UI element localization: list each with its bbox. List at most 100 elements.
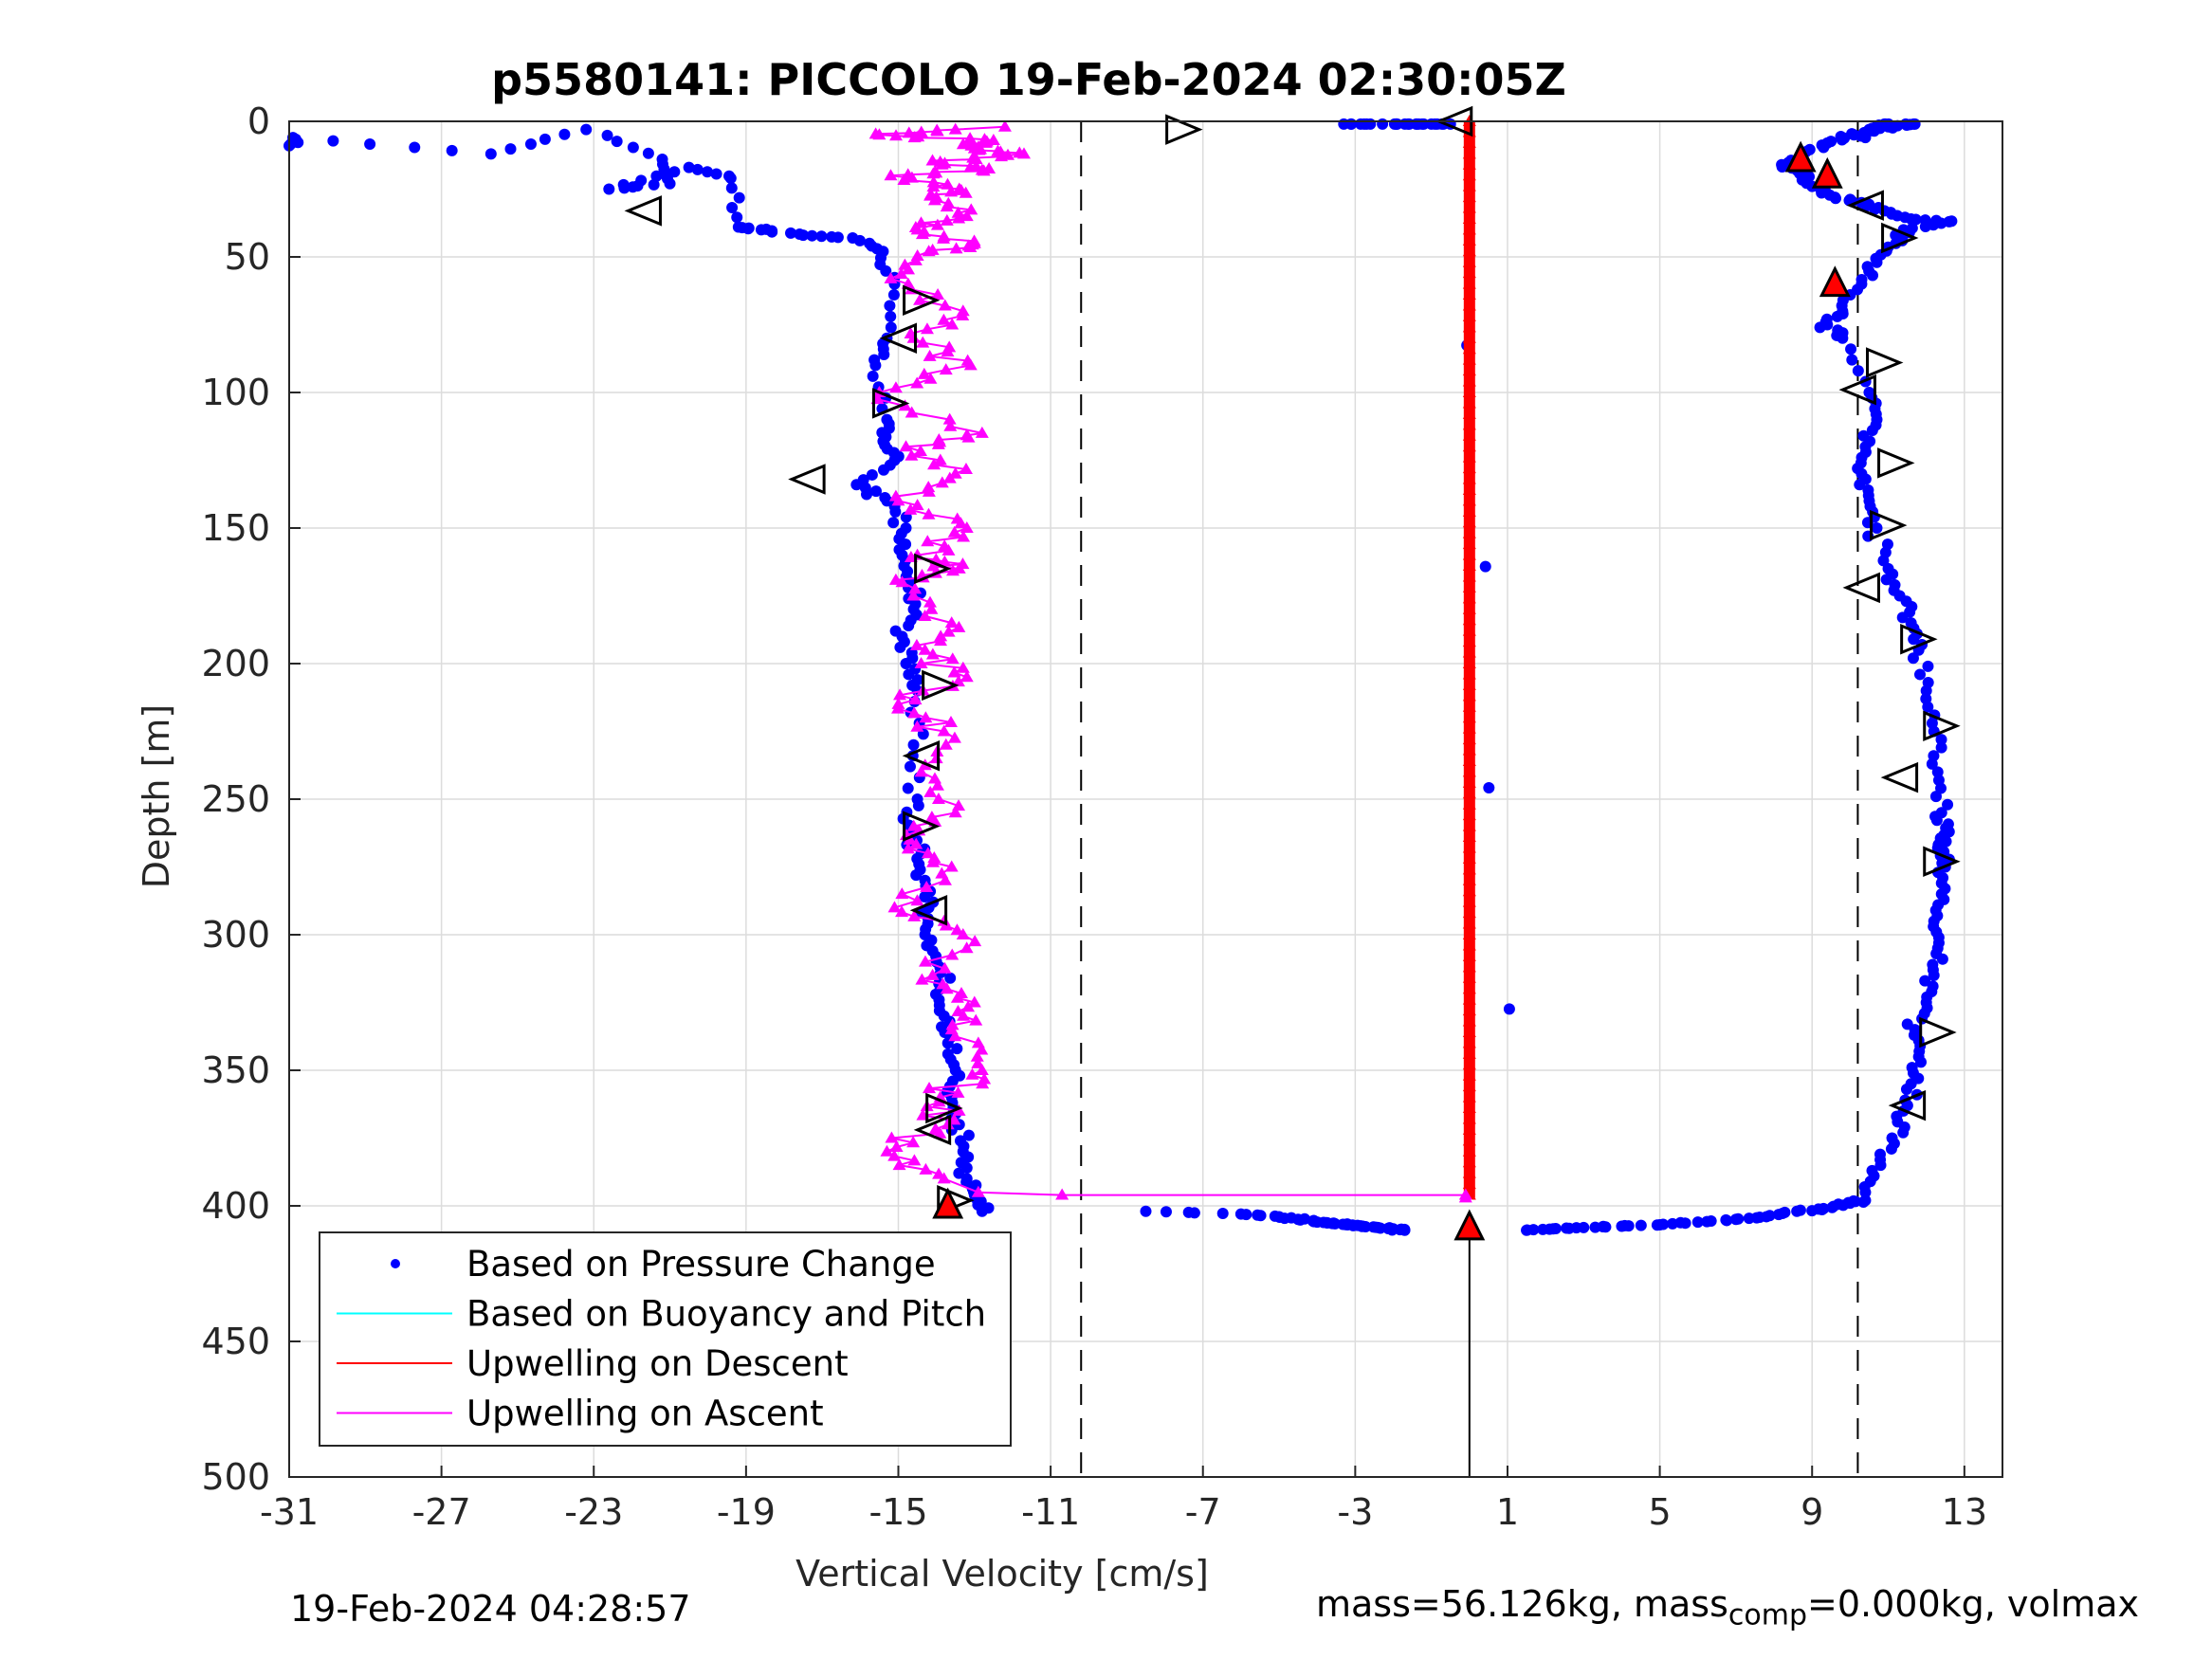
pressure-point [1254,1210,1267,1222]
ascent-point [941,1118,955,1130]
pressure-point [1483,781,1495,793]
pressure-point [1859,1194,1872,1207]
ascent-point [965,1067,979,1080]
pressure-point [1919,975,1931,987]
descent-point [1462,1144,1476,1157]
descent-point [1462,689,1476,702]
ascent-point [926,855,941,867]
pressure-point [1820,313,1833,325]
pressure-point [1871,522,1883,534]
descent-point [1462,147,1476,159]
ascent-point [938,873,952,885]
footer-timestamp: 19-Feb-2024 04:28:57 [290,1588,691,1630]
ascent-point [941,625,956,637]
descent-point [1462,830,1476,843]
pressure-point [725,182,738,194]
turn-marker [1888,1089,1927,1121]
descent-point [1462,136,1476,148]
pressure-point [617,178,630,191]
x-tick-label: -15 [868,1491,927,1533]
ascent-point [922,484,936,497]
ascent-point [913,293,927,305]
pressure-point [1935,741,1947,754]
descent-point [1462,309,1476,321]
y-tick-label: 50 [225,236,270,278]
pressure-point [1942,798,1954,811]
descent-point [1462,526,1476,538]
ascent-point [948,122,962,135]
turn-marker [1923,846,1961,878]
pressure-point [1913,668,1926,681]
pressure-point [1779,1206,1791,1218]
turn-marker [1866,347,1904,378]
ascent-point [937,1172,951,1184]
ascent-point [951,675,965,687]
descent-point [1462,538,1476,550]
descent-point [1462,1177,1476,1190]
pressure-point [539,133,551,145]
descent-point [1462,765,1476,777]
descent-point [1462,299,1476,311]
ascent-point [922,507,936,520]
descent-point [1462,233,1476,246]
ascent-point [927,193,941,206]
ascent-point [938,961,952,974]
pressure-point [1845,343,1857,356]
apogee-marker [932,1187,964,1219]
pressure-point [960,1161,973,1174]
descent-point [1462,873,1476,885]
pressure-point [1598,1220,1610,1232]
descent-point [1462,971,1476,983]
pressure-point [797,229,810,242]
ascent-point [945,318,960,330]
pressure-point [364,138,376,151]
turn-marker [1923,710,1961,742]
pressure-point [409,141,421,154]
descent-point [1462,721,1476,734]
ascent-point [925,647,940,660]
pressure-point [907,738,920,751]
descent-point [1462,895,1476,907]
pressure-point [1920,693,1932,705]
x-axis-label: Vertical Velocity [cm/s] [795,1553,1209,1595]
pressure-point [953,1167,965,1179]
pressure-point [1863,387,1875,398]
ascent-point [939,363,953,375]
ascent-point [903,832,917,845]
pressure-point [1578,1221,1590,1233]
ascent-point [895,887,909,900]
turn-markers [624,105,1961,1241]
ascent-point [941,345,955,357]
descent-point [1462,504,1476,517]
ascent-point [939,738,953,750]
descent-point [1462,646,1476,658]
pressure-point [733,191,745,204]
ascent-point [899,440,913,452]
ascent-point [887,901,902,913]
descent-point [1462,169,1476,181]
legend-label: Upwelling on Ascent [466,1394,824,1434]
descent-point [1462,472,1476,484]
descent-point [1462,494,1476,506]
pressure-point [951,1043,963,1055]
ascent-point [907,909,922,921]
pressure-point [635,174,648,187]
legend-label: Upwelling on Descent [466,1343,849,1384]
ascent-point [910,376,924,389]
ascent-point [910,499,924,511]
pressure-point [1705,1215,1717,1228]
pressure-point [611,136,623,148]
pressure-point [884,300,896,312]
ascent-point [918,643,932,655]
pressure-point [1922,677,1934,689]
ascent-point [889,1140,904,1153]
pressure-point [1859,132,1872,144]
pressure-point [912,799,924,811]
pressure-point [903,668,915,681]
pressure-point [1856,274,1868,286]
ascent-point [961,1000,976,1012]
descent-point [1462,364,1476,376]
ascent-point [930,124,944,137]
descent-point [1462,613,1476,626]
pressure-point [878,348,890,360]
